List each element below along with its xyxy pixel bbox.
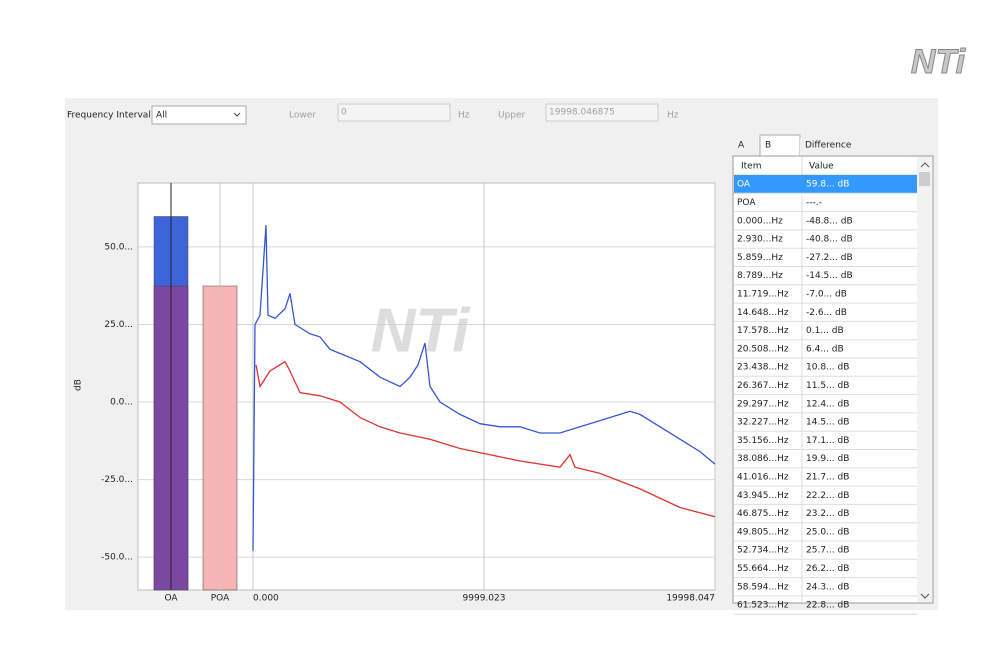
dropdown-arrow[interactable] xyxy=(233,112,241,117)
spectrum-line xyxy=(255,360,716,518)
column-header: Item xyxy=(741,162,762,172)
row-item[interactable]: POA xyxy=(737,198,756,208)
y-tick-label: -25.0... xyxy=(101,475,133,485)
y-tick-label: -50.0... xyxy=(101,553,133,563)
tab-label[interactable]: A xyxy=(738,141,745,151)
row-item[interactable]: 52.734...Hz xyxy=(737,546,789,556)
row-item[interactable]: 38.086...Hz xyxy=(737,454,789,464)
row-item[interactable]: OA xyxy=(737,180,751,190)
row-value[interactable]: 19.9... dB xyxy=(806,454,849,464)
tab[interactable] xyxy=(800,138,850,156)
row-value[interactable]: 25.7... dB xyxy=(806,546,849,556)
row-value[interactable]: 12.4... dB xyxy=(806,399,849,409)
tab-label[interactable]: Difference xyxy=(805,141,852,151)
dropdown-box[interactable] xyxy=(151,105,247,125)
x-tick-label: 9999.023 xyxy=(463,594,506,604)
row-item[interactable]: 35.156...Hz xyxy=(737,436,789,446)
row-value[interactable]: 14.5... dB xyxy=(806,418,849,428)
row-item[interactable]: 29.297...Hz xyxy=(737,399,789,409)
row-value[interactable]: 6.4... dB xyxy=(806,344,844,354)
selected-row[interactable] xyxy=(734,175,917,194)
watermark: NTi xyxy=(371,296,472,365)
row-item[interactable]: 43.945...Hz xyxy=(737,491,789,501)
row-value[interactable]: 24.3... dB xyxy=(806,582,849,592)
row-value[interactable]: 25.0... dB xyxy=(806,527,849,537)
lower-unit: Hz xyxy=(458,111,470,121)
y-axis-label: dB xyxy=(74,379,84,391)
row-item[interactable]: 61.523...Hz xyxy=(737,601,789,611)
y-tick-label: 0.0... xyxy=(110,398,133,408)
row-item[interactable]: 32.227...Hz xyxy=(737,418,789,428)
row-value[interactable]: -7.0... dB xyxy=(806,289,847,299)
lower-value: 0 xyxy=(341,108,347,118)
x-tick-label: 19998.047 xyxy=(666,594,715,604)
frequency-interval-dropdown[interactable]: All xyxy=(151,105,247,125)
spectrum-line xyxy=(252,225,716,551)
row-value[interactable]: 22.2... dB xyxy=(806,491,849,501)
row-item[interactable]: 0.000...Hz xyxy=(737,216,783,226)
scroll-up[interactable] xyxy=(920,162,930,168)
row-item[interactable]: 46.875...Hz xyxy=(737,509,789,519)
row-value[interactable]: 22.8... dB xyxy=(806,601,849,611)
scroll-down[interactable] xyxy=(920,593,930,599)
row-value[interactable]: 59.8... dB xyxy=(806,180,849,190)
row-value[interactable]: -27.2... dB xyxy=(806,253,853,263)
lower-label: Lower xyxy=(289,111,316,121)
tab-label[interactable]: B xyxy=(765,141,771,151)
row-item[interactable]: 14.648...Hz xyxy=(737,308,789,318)
row-value[interactable]: 26.2... dB xyxy=(806,564,849,574)
row-item[interactable]: 5.859...Hz xyxy=(737,253,783,263)
y-tick-label: 25.0... xyxy=(104,320,133,330)
lower-input xyxy=(337,103,451,122)
row-item[interactable]: 49.805...Hz xyxy=(737,527,789,537)
scroll-thumb[interactable] xyxy=(919,172,930,186)
row-item[interactable]: 2.930...Hz xyxy=(737,235,783,245)
upper-unit: Hz xyxy=(667,111,679,121)
upper-label: Upper xyxy=(498,111,526,121)
x-category-label: OA xyxy=(164,594,178,604)
row-item[interactable]: 26.367...Hz xyxy=(737,381,789,391)
row-item[interactable]: 20.508...Hz xyxy=(737,344,789,354)
row-item[interactable]: 55.664...Hz xyxy=(737,564,789,574)
plot: 50.0... 25.0... 0.0... -25.0... -50.0... 0.00… xyxy=(101,183,716,604)
row-value[interactable]: 21.7... dB xyxy=(806,472,849,482)
row-item[interactable]: 41.016...Hz xyxy=(737,472,789,482)
column-header: Value xyxy=(809,162,834,172)
row-value[interactable]: -14.5... dB xyxy=(806,271,853,281)
row-value[interactable]: 10.8... dB xyxy=(806,363,849,373)
tab[interactable] xyxy=(733,138,760,156)
row-value[interactable]: -48.8... dB xyxy=(806,216,853,226)
table-box xyxy=(732,155,934,604)
row-value[interactable]: 17.1... dB xyxy=(806,436,849,446)
row-item[interactable]: 58.594...Hz xyxy=(737,582,789,592)
row-value[interactable]: 23.2... dB xyxy=(806,509,849,519)
dropdown-value[interactable]: All xyxy=(156,111,167,121)
row-value[interactable]: ---.- xyxy=(806,198,822,208)
row-value[interactable]: 11.5... dB xyxy=(806,381,849,391)
logo: NTi xyxy=(911,43,967,81)
scrollbar xyxy=(917,157,932,602)
x-category-label: POA xyxy=(211,594,230,604)
x-tick-label: 0.000 xyxy=(253,594,279,604)
row-value[interactable]: -2.6... dB xyxy=(806,308,847,318)
row-value[interactable]: 0.1... dB xyxy=(806,326,844,336)
row-item[interactable]: 11.719...Hz xyxy=(737,289,789,299)
row-value[interactable]: -40.8... dB xyxy=(806,235,853,245)
row-item[interactable]: 8.789...Hz xyxy=(737,271,783,281)
upper-input xyxy=(545,103,659,122)
table-panel: A B Difference Item Value OA 59.8... dB POA ---.… xyxy=(732,134,934,615)
row-item[interactable]: 17.578...Hz xyxy=(737,326,789,336)
y-tick-label: 50.0... xyxy=(104,242,133,252)
row-item[interactable]: 23.438...Hz xyxy=(737,363,789,373)
upper-value: 19998.046875 xyxy=(549,108,615,118)
frequency-interval-label: Frequency Interval xyxy=(67,111,151,121)
